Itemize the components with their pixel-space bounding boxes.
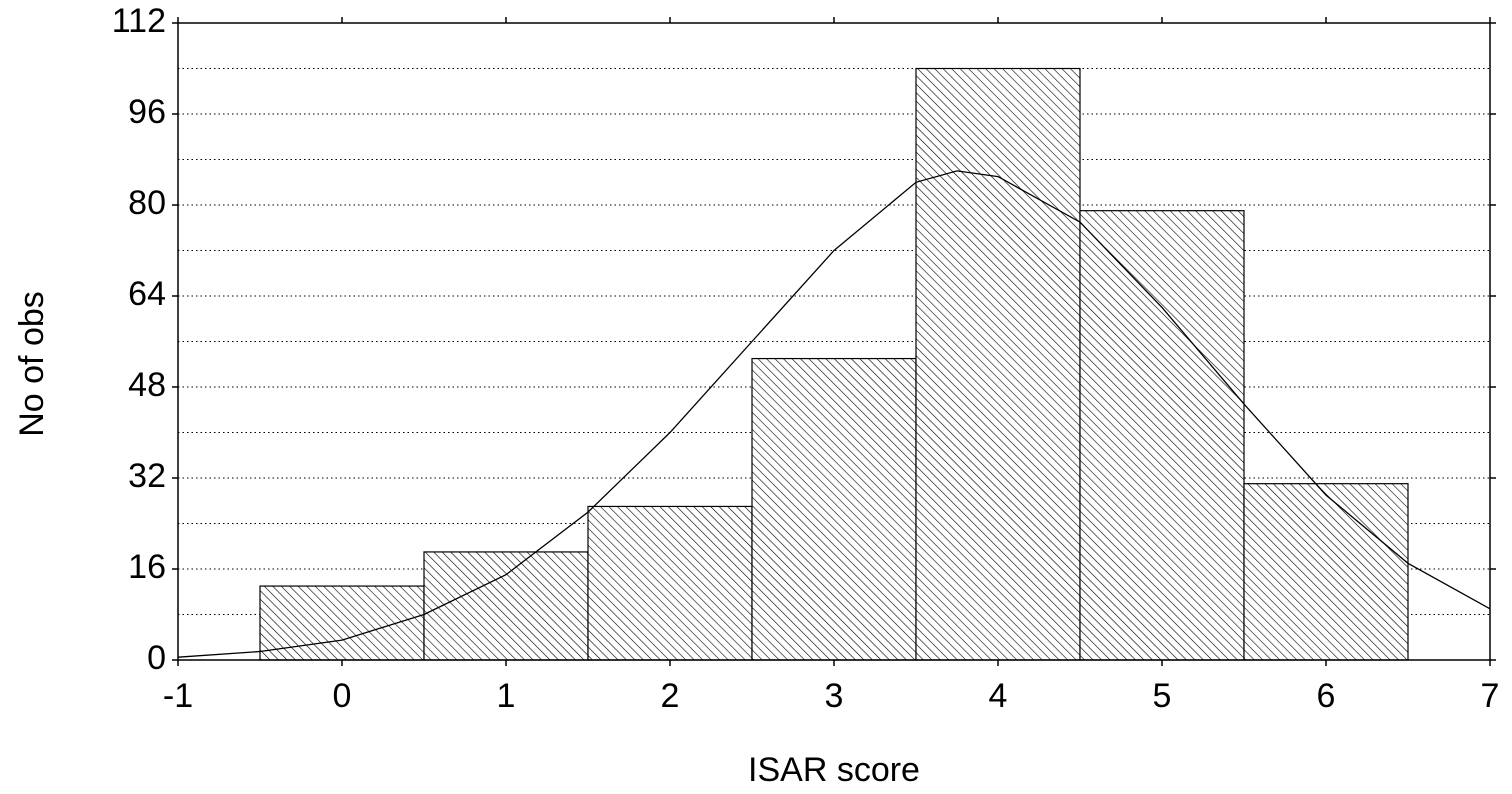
bar <box>915 67 1081 661</box>
y-tick-label: 96 <box>128 93 166 131</box>
y-tick-label: 0 <box>147 639 166 677</box>
x-tick-label: 2 <box>661 677 680 715</box>
x-tick-label: 0 <box>333 677 352 715</box>
x-tick-label: 1 <box>497 677 516 715</box>
y-tick-label: 16 <box>128 548 166 586</box>
fitted-curve <box>177 170 1491 658</box>
x-tick-label: 4 <box>989 677 1008 715</box>
x-tick-label: -1 <box>163 677 193 715</box>
bar <box>259 585 425 661</box>
y-tick-label: 80 <box>128 184 166 222</box>
x-tick-label: 6 <box>1317 677 1336 715</box>
y-tick-label: 48 <box>128 366 166 404</box>
bar <box>1243 483 1409 661</box>
bar <box>587 505 753 661</box>
x-tick-label: 5 <box>1153 677 1172 715</box>
x-tick-label: 7 <box>1481 677 1500 715</box>
x-tick-label: 3 <box>825 677 844 715</box>
bar <box>423 551 589 661</box>
bar <box>1079 210 1245 661</box>
bar <box>751 357 917 661</box>
y-tick-label: 32 <box>128 457 166 495</box>
x-axis-label: ISAR score <box>748 751 920 789</box>
y-tick-label: 112 <box>112 2 166 40</box>
y-axis-label: No of obs <box>13 291 51 437</box>
y-tick-label: 64 <box>128 275 166 313</box>
